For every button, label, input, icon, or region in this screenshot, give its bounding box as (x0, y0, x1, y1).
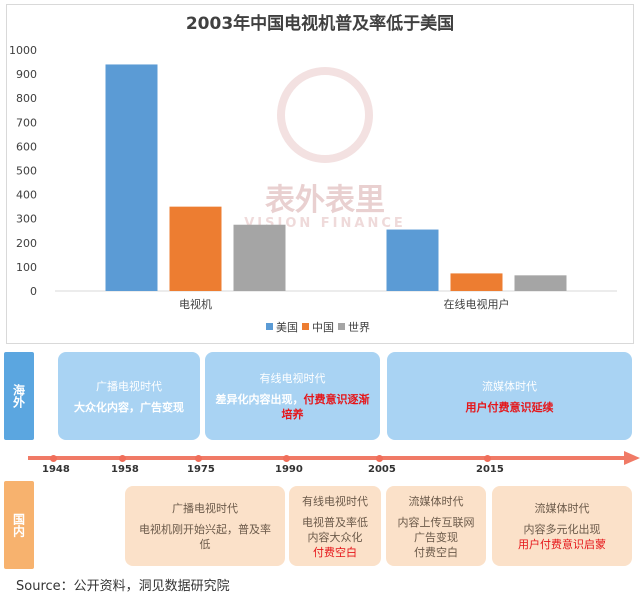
bar (386, 229, 439, 291)
overseas-label-text: 海外 (11, 384, 26, 408)
bar (233, 224, 286, 291)
box-title: 有线电视时代 (302, 494, 368, 508)
year-label: 2015 (476, 464, 504, 475)
box-highlight: 用户付费意识延续 (465, 400, 554, 414)
box-desc-2: 广告变现 (414, 530, 458, 544)
chart-title: 2003年中国电视机普及率低于美国 (186, 13, 454, 34)
y-tick-label: 600 (16, 140, 37, 153)
box-desc-2: 低 (199, 538, 211, 551)
box-title: 有线电视时代 (259, 372, 326, 385)
timeline-dot (50, 455, 57, 462)
legend-label: 世界 (348, 321, 370, 334)
bar (514, 275, 567, 291)
legend-swatch (266, 323, 273, 330)
y-tick-label: 500 (16, 165, 37, 178)
domestic-label-text: 国内 (11, 513, 26, 537)
legend-swatch (338, 323, 345, 330)
bar (169, 206, 222, 291)
timeline-dot (283, 455, 290, 462)
timeline-dot (376, 455, 383, 462)
legend-label: 中国 (312, 321, 334, 334)
box-title: 流媒体时代 (408, 494, 464, 508)
box-desc: 内容上传互联网 (397, 515, 475, 529)
overseas-broadcast-box: 广播电视时代 大众化内容，广告变现 (58, 352, 200, 440)
timeline-dot (484, 455, 491, 462)
watermark-text: 表外表里 (265, 183, 385, 218)
y-tick-label: 300 (16, 213, 37, 226)
x-tick-label: 在线电视用户 (444, 297, 510, 311)
box-desc: 大众化内容，广告变现 (74, 400, 184, 414)
source-note: Source：公开资料，洞见数据研究院 (16, 579, 230, 594)
year-label: 1948 (42, 464, 70, 475)
x-tick-label: 电视机 (179, 297, 212, 311)
box-title: 广播电视时代 (96, 379, 162, 393)
timeline-arrow (28, 451, 640, 465)
box-title: 流媒体时代 (534, 502, 590, 515)
overseas-cable-box: 有线电视时代 差异化内容出现，付费意识逐渐 培养 (205, 352, 380, 440)
bar (450, 273, 503, 291)
bar (105, 64, 158, 292)
y-tick-label: 700 (16, 116, 37, 129)
box-desc: 内容多元化出现 (523, 523, 601, 536)
timeline-dot (195, 455, 202, 462)
domestic-streaming-box-1: 流媒体时代 内容上传互联网 广告变现 付费空白 (386, 486, 486, 566)
y-axis-ticks: 0 100 200 300 400 500 600 700 800 900 1000 (9, 44, 37, 298)
y-tick-label: 900 (16, 68, 37, 81)
box-desc: 电视普及率低 (302, 515, 368, 529)
box-highlight: 付费意识逐渐 (303, 393, 370, 406)
box-highlight-2: 培养 (281, 408, 304, 421)
year-label: 1958 (111, 464, 139, 475)
legend-label: 美国 (276, 321, 298, 334)
box-desc: 电视机刚开始兴起，普及率 (139, 523, 271, 536)
domestic-label: 国内 (4, 481, 34, 569)
category-labels: 电视机 在线电视用户 (179, 297, 510, 311)
legend: 美国 中国 世界 (266, 321, 370, 334)
box-desc-2: 内容大众化 (307, 530, 363, 544)
box-desc-line: 差异化内容出现，付费意识逐渐 (216, 392, 370, 407)
box-desc: 差异化内容出现， (215, 393, 304, 406)
box-highlight: 付费空白 (313, 545, 357, 559)
year-label: 2005 (368, 464, 396, 475)
domestic-cable-box: 有线电视时代 电视普及率低 内容大众化 付费空白 (289, 486, 381, 566)
y-tick-label: 0 (30, 285, 37, 298)
domestic-streaming-box-2: 流媒体时代 内容多元化出现 用户付费意识启蒙 (492, 486, 632, 566)
y-tick-label: 200 (16, 237, 37, 250)
y-tick-label: 100 (16, 261, 37, 274)
box-title: 流媒体时代 (482, 379, 537, 393)
year-label: 1975 (187, 464, 215, 475)
chart-panel: 表外表里 VISION FINANCE 2003年中国电视机普及率低于美国 0 1… (6, 4, 634, 344)
y-tick-label: 1000 (9, 44, 37, 57)
timeline-dot (119, 455, 126, 462)
year-label: 1990 (275, 464, 303, 475)
bars (105, 64, 567, 292)
bar-chart: 表外表里 VISION FINANCE 2003年中国电视机普及率低于美国 0 1… (9, 13, 617, 334)
domestic-broadcast-box: 广播电视时代 电视机刚开始兴起，普及率 低 (125, 486, 285, 566)
y-tick-label: 400 (16, 189, 37, 202)
overseas-streaming-box: 流媒体时代 用户付费意识延续 (387, 352, 632, 440)
timeline-arrowhead (624, 451, 640, 465)
legend-swatch (302, 323, 309, 330)
box-title: 广播电视时代 (172, 502, 238, 515)
box-desc-3: 付费空白 (414, 545, 458, 559)
watermark: 表外表里 VISION FINANCE (244, 67, 403, 231)
overseas-label: 海外 (4, 352, 34, 440)
y-tick-label: 800 (16, 92, 37, 105)
box-highlight: 用户付费意识启蒙 (518, 538, 606, 551)
